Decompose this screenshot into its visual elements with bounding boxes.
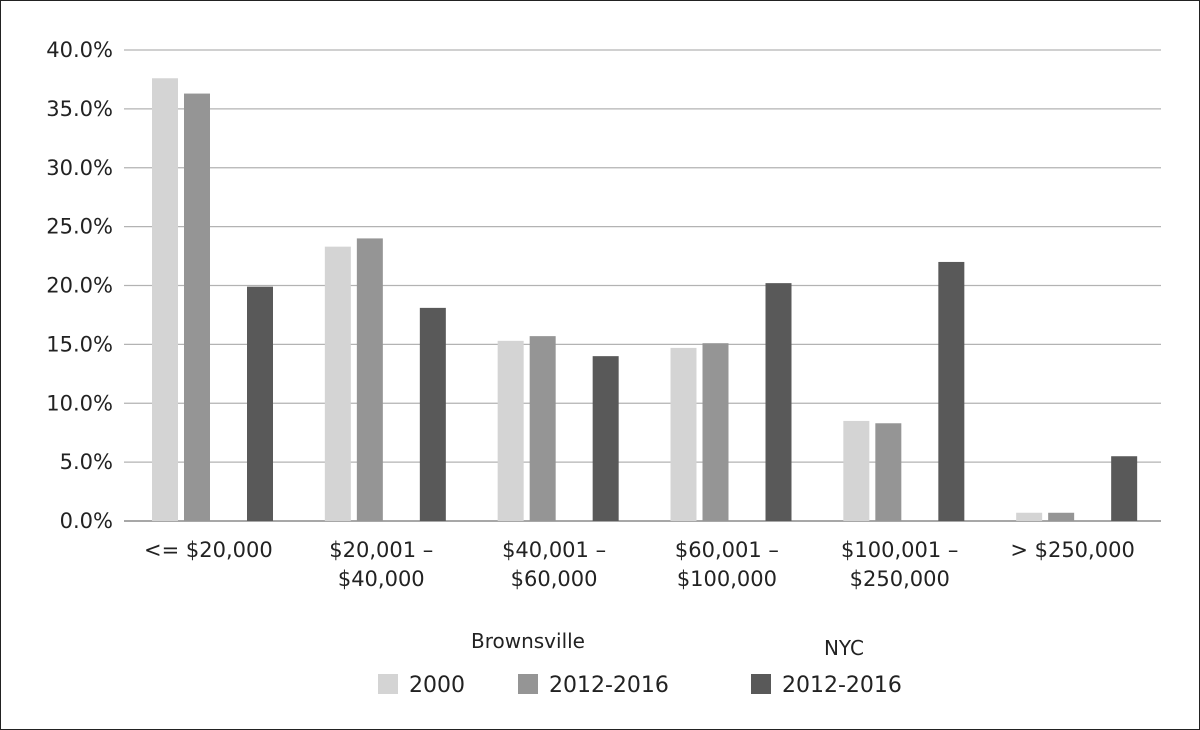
x-tick-label: <= $20,000	[144, 538, 273, 562]
bar	[1016, 512, 1043, 521]
legend-swatch	[751, 674, 771, 694]
y-tick-label: 20.0%	[46, 274, 113, 298]
bar	[356, 238, 383, 521]
x-tick-label: $100,000	[677, 567, 777, 591]
x-tick-label: $40,000	[338, 567, 425, 591]
legend-group-title: NYC	[824, 636, 864, 660]
y-tick-label: 30.0%	[46, 156, 113, 180]
bar	[702, 343, 729, 521]
bar	[324, 246, 351, 521]
y-tick-label: 40.0%	[46, 38, 113, 62]
bar	[843, 420, 870, 521]
y-tick-label: 5.0%	[60, 450, 113, 474]
bar	[529, 336, 556, 521]
y-tick-label: 15.0%	[46, 332, 113, 356]
x-tick-label: $60,001 –	[675, 538, 779, 562]
y-tick-label: 25.0%	[46, 215, 113, 239]
x-tick-label: $100,001 –	[841, 538, 958, 562]
bar	[592, 356, 619, 521]
legend-label: 2012-2016	[782, 673, 902, 698]
bar	[497, 340, 524, 521]
bar	[938, 261, 965, 521]
x-tick-label: $40,001 –	[502, 538, 606, 562]
bars	[152, 78, 1138, 521]
x-tick-label: $250,000	[850, 567, 950, 591]
bar	[670, 347, 697, 521]
legend-label: 2012-2016	[549, 673, 669, 698]
y-tick-label: 10.0%	[46, 391, 113, 415]
y-tick-label: 0.0%	[60, 509, 113, 533]
bar	[247, 286, 273, 521]
legend-swatch	[378, 674, 398, 694]
bar	[1048, 512, 1075, 521]
legend-group-title: Brownsville	[471, 629, 585, 653]
x-tick-label: $20,001 –	[329, 538, 433, 562]
bar	[765, 283, 792, 521]
legend: Brownsville NYC 2000 2012-2016 2012-2016	[378, 629, 902, 698]
x-tick-label: $60,000	[511, 567, 598, 591]
bar	[152, 78, 178, 521]
bar	[875, 423, 902, 521]
y-axis-ticks: 0.0% 5.0% 10.0% 15.0% 20.0% 25.0% 30.0% 35.0% 40…	[46, 38, 113, 533]
legend-swatch	[518, 674, 538, 694]
x-tick-label: > $250,000	[1010, 538, 1134, 562]
bar	[419, 307, 446, 521]
x-axis-labels: <= $20,000 $20,001 – $40,000 $40,001 – $60,0…	[144, 538, 1135, 591]
legend-label: 2000	[409, 673, 465, 698]
bar	[1111, 456, 1138, 521]
bar	[184, 93, 210, 521]
y-tick-label: 35.0%	[46, 97, 113, 121]
gridlines	[124, 49, 1161, 522]
